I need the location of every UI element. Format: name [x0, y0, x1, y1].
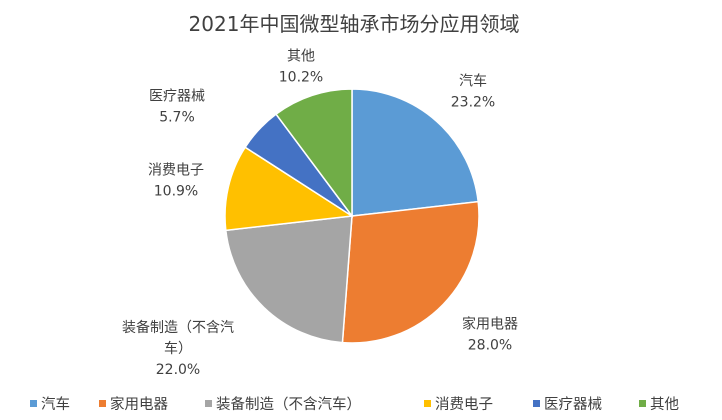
- pie-slice-2: [341, 200, 480, 344]
- slice-label-4: 消费电子 10.9%: [148, 163, 204, 200]
- legend-swatch-3: [205, 400, 212, 407]
- chart-title: 2021年中国微型轴承市场分应用领域: [189, 12, 520, 36]
- legend-swatch-2: [99, 400, 106, 407]
- legend-item-2: 家用电器: [99, 396, 168, 413]
- legend-swatch-5: [533, 400, 540, 407]
- legend-item-3: 装备制造（不含汽车）: [205, 396, 361, 413]
- pie-slice-1: [351, 88, 480, 217]
- legend-label-3: 装备制造（不含汽车）: [216, 396, 361, 413]
- legend-item-4: 消费电子: [424, 396, 493, 413]
- pie-slice-4: [224, 146, 355, 232]
- pie-slice-3: [224, 215, 353, 344]
- legend-item-5: 医疗器械: [533, 396, 602, 413]
- pie-slices: [224, 88, 480, 344]
- legend-label-2: 家用电器: [110, 396, 168, 413]
- legend-swatch-1: [30, 400, 37, 407]
- legend-item-6: 其他: [639, 396, 679, 413]
- legend-item-1: 汽车: [30, 396, 70, 413]
- slice-label-3: 装备制造（不含汽车） 22.0%: [122, 319, 234, 378]
- slice-label-2: 家用电器 28.0%: [462, 316, 518, 354]
- slice-label-5: 医疗器械 5.7%: [149, 89, 205, 126]
- legend-label-1: 汽车: [41, 396, 70, 413]
- legend: 汽车 家用电器 装备制造（不含汽车） 消费电子 医疗器械 其他: [30, 396, 679, 413]
- slice-labels: 汽车 23.2% 家用电器 28.0% 装备制造（不含汽车） 22.0% 消费电子 10.9%…: [122, 49, 518, 379]
- legend-label-4: 消费电子: [435, 396, 493, 413]
- pie-slice-6: [275, 88, 353, 219]
- slice-label-1: 汽车 23.2%: [451, 73, 495, 111]
- legend-swatch-4: [424, 400, 431, 407]
- legend-label-5: 医疗器械: [544, 396, 602, 413]
- legend-swatch-6: [639, 400, 646, 407]
- slice-label-6: 其他 10.2%: [279, 49, 323, 86]
- legend-label-6: 其他: [650, 396, 679, 413]
